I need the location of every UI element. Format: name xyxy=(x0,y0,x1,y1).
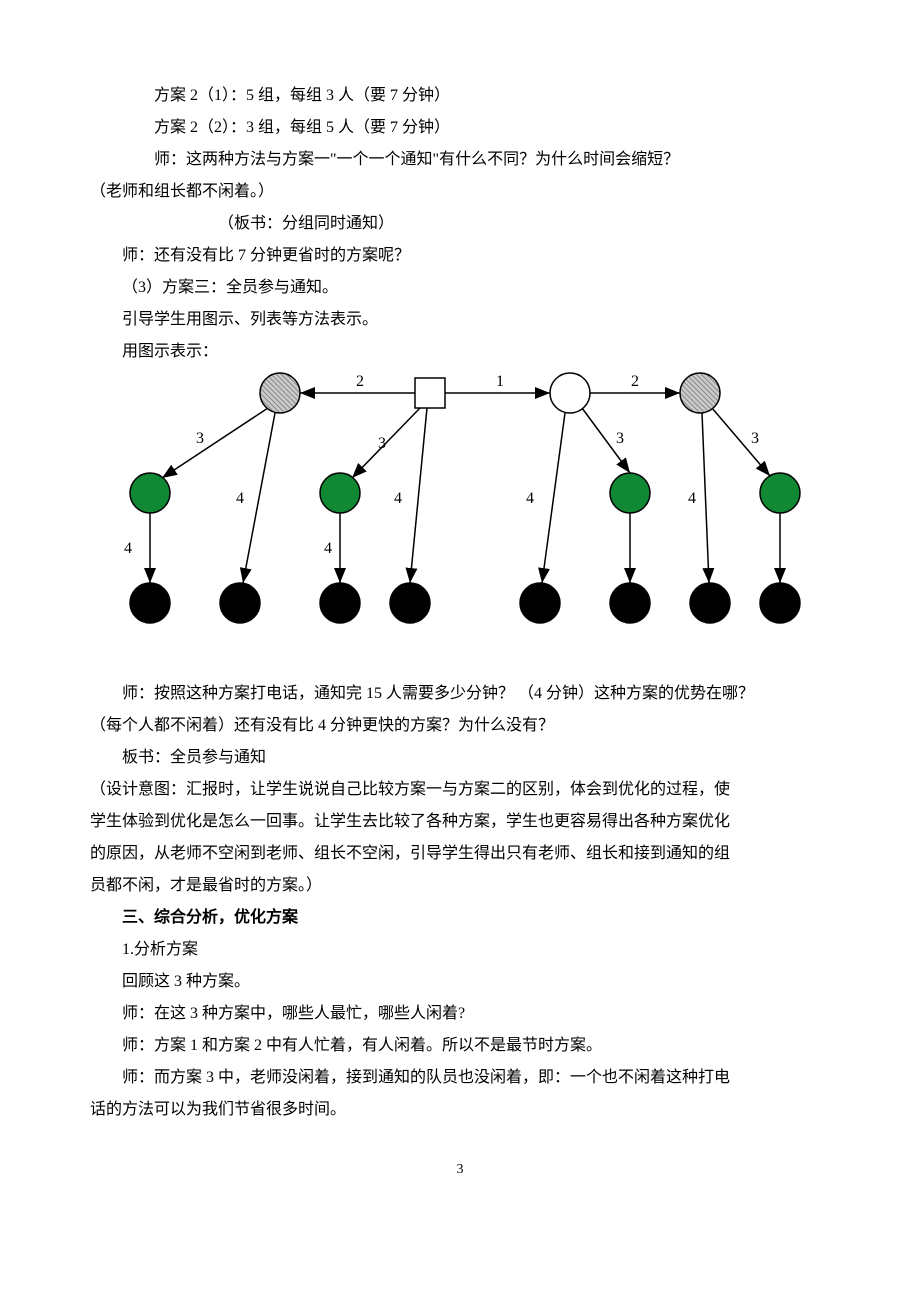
text-line: 学生体验到优化是怎么一回事。让学生去比较了各种方案，学生也更容易得出各种方案优化 xyxy=(90,806,830,838)
text-line: 师：按照这种方案打电话，通知完 15 人需要多少分钟？ （4 分钟）这种方案的优… xyxy=(90,678,830,710)
text-line: （设计意图：汇报时，让学生说说自己比较方案一与方案二的区别，体会到优化的过程，使 xyxy=(90,774,830,806)
svg-text:3: 3 xyxy=(616,430,624,447)
svg-text:2: 2 xyxy=(356,373,364,390)
text-line: （3）方案三：全员参与通知。 xyxy=(90,272,830,304)
text-line: 方案 2（1）：5 组，每组 3 人（要 7 分钟） xyxy=(90,80,830,112)
tree-diagram: 2 1 2 3 3 3 3 4 4 4 4 4 4 xyxy=(80,368,820,648)
text-line: （板书：分组同时通知） xyxy=(90,208,830,240)
svg-text:4: 4 xyxy=(688,490,696,507)
text-line: 话的方法可以为我们节省很多时间。 xyxy=(90,1094,830,1126)
svg-text:4: 4 xyxy=(324,540,332,557)
svg-text:4: 4 xyxy=(394,490,402,507)
text-line: 员都不闲，才是最省时的方案。） xyxy=(90,870,830,902)
text-line: 用图示表示： xyxy=(90,336,830,368)
text-line: 师：在这 3 种方案中，哪些人最忙，哪些人闲着? xyxy=(90,998,830,1030)
svg-text:3: 3 xyxy=(378,435,386,452)
text-line: 回顾这 3 种方案。 xyxy=(90,966,830,998)
text-line: 师：还有没有比 7 分钟更省时的方案呢？ xyxy=(90,240,830,272)
svg-text:4: 4 xyxy=(526,490,534,507)
text-line: 的原因，从老师不空闲到老师、组长不空闲，引导学生得出只有老师、组长和接到通知的组 xyxy=(90,838,830,870)
diagram-svg: 2 1 2 3 3 3 3 4 4 4 4 4 4 xyxy=(80,368,820,648)
svg-text:3: 3 xyxy=(196,430,204,447)
svg-text:4: 4 xyxy=(124,540,132,557)
section-heading: 三、综合分析，优化方案 xyxy=(90,902,830,934)
text-line: 师：这两种方法与方案一"一个一个通知"有什么不同？为什么时间会缩短？ xyxy=(90,144,830,176)
text-line: （每个人都不闲着）还有没有比 4 分钟更快的方案？为什么没有？ xyxy=(90,710,830,742)
document-page: 方案 2（1）：5 组，每组 3 人（要 7 分钟） 方案 2（2）：3 组，每… xyxy=(0,0,920,1224)
svg-text:3: 3 xyxy=(751,430,759,447)
text-line: 板书：全员参与通知 xyxy=(90,742,830,774)
spacer xyxy=(90,648,830,678)
svg-text:2: 2 xyxy=(631,373,639,390)
text-line: （老师和组长都不闲着。） xyxy=(90,176,830,208)
text-line: 方案 2（2）：3 组，每组 5 人（要 7 分钟） xyxy=(90,112,830,144)
text-line: 师：方案 1 和方案 2 中有人忙着，有人闲着。所以不是最节时方案。 xyxy=(90,1030,830,1062)
svg-text:4: 4 xyxy=(236,490,244,507)
text-line: 师：而方案 3 中，老师没闲着，接到通知的队员也没闲着，即：一个也不闲着这种打电 xyxy=(90,1062,830,1094)
page-number: 3 xyxy=(90,1156,830,1184)
svg-text:1: 1 xyxy=(496,373,504,390)
text-line: 1.分析方案 xyxy=(90,934,830,966)
text-line: 引导学生用图示、列表等方法表示。 xyxy=(90,304,830,336)
